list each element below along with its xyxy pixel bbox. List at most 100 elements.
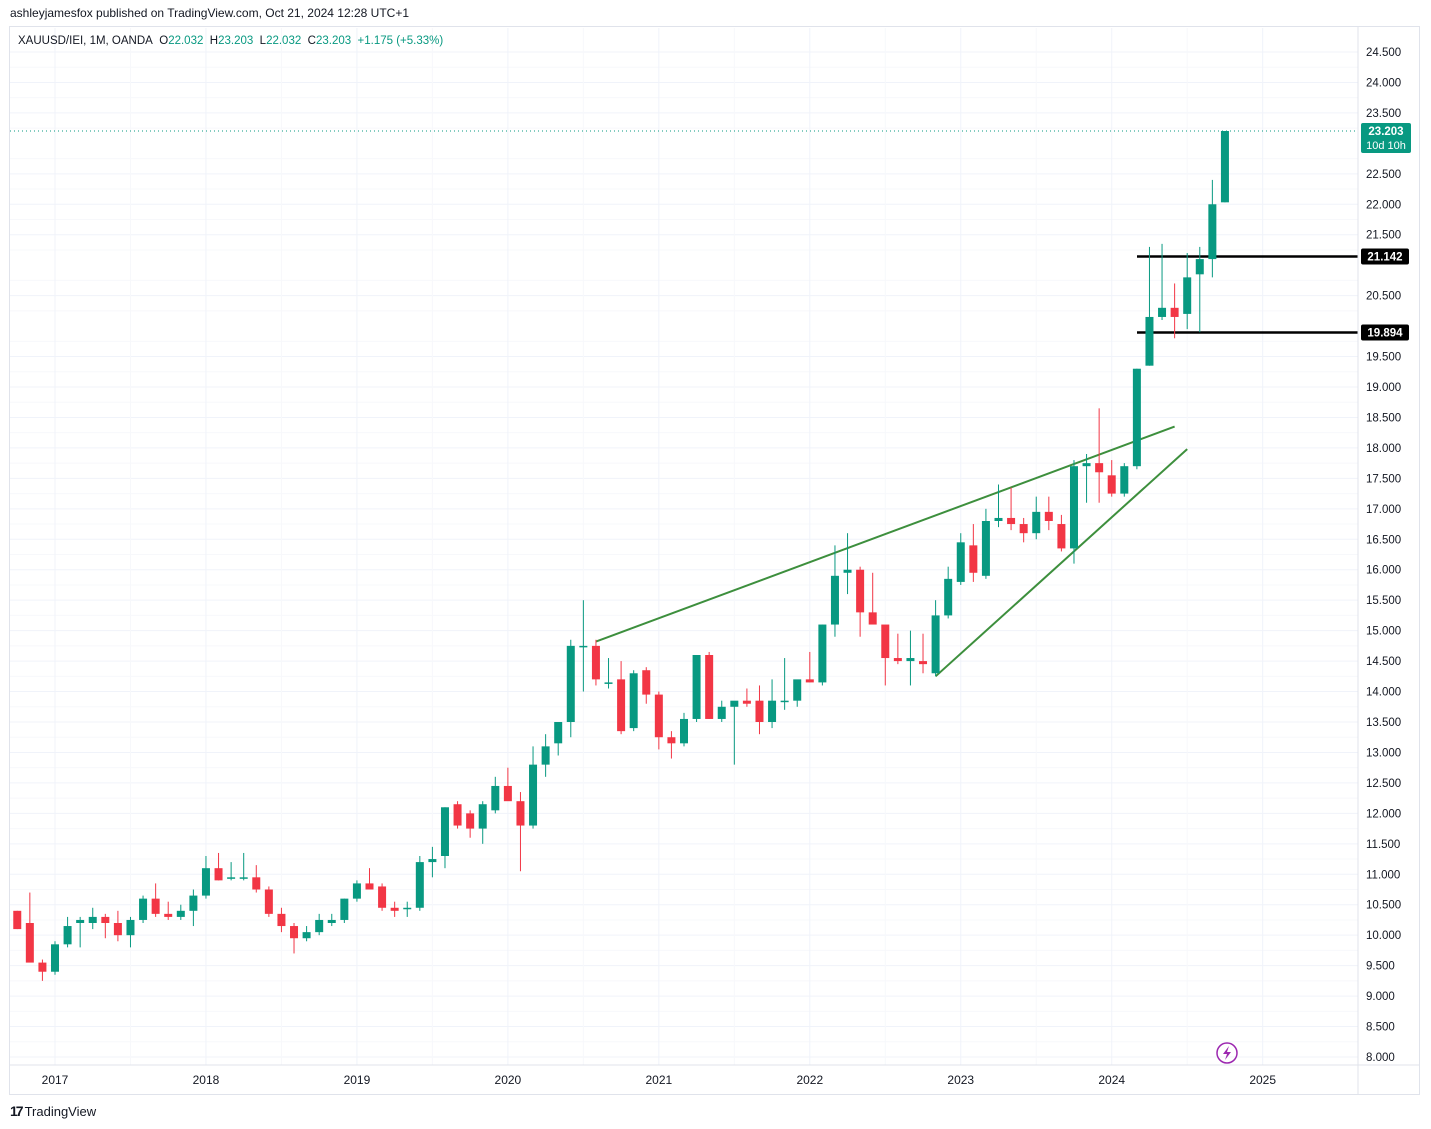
candle-body	[591, 645, 600, 680]
chart-frame	[9, 26, 1420, 1095]
close-value: 23.203	[315, 35, 352, 47]
candle-body	[969, 545, 978, 573]
candle-body	[705, 655, 714, 719]
candle-body	[780, 700, 789, 703]
tradingview-logo-icon: 17	[10, 1103, 24, 1119]
candle-body	[906, 658, 915, 662]
candle-body	[717, 706, 726, 719]
candle-body	[491, 785, 500, 811]
candle-body	[931, 615, 940, 674]
candle-body	[956, 542, 965, 582]
change-value: +1.175 (+5.33%)	[357, 35, 444, 47]
candle-body	[742, 700, 751, 704]
high-label: H	[209, 35, 219, 47]
symbol-label[interactable]: XAUUSD/IEI, 1M, OANDA	[18, 35, 153, 47]
candle-body	[1132, 368, 1141, 467]
price-tick-label: 18.500	[1366, 412, 1401, 424]
level-price-text: 19.894	[1367, 328, 1403, 340]
candle-body	[390, 907, 399, 911]
open-value: 22.032	[168, 35, 204, 47]
candle-body	[63, 926, 72, 945]
candle-body	[290, 926, 299, 939]
candle-body	[239, 877, 248, 879]
candle-body	[1158, 307, 1167, 317]
candle-body	[252, 877, 261, 890]
candle-body	[541, 746, 550, 765]
candle-body	[214, 868, 223, 881]
candle-body	[529, 764, 538, 826]
candle-body	[805, 679, 814, 683]
candle-body	[189, 895, 198, 911]
candle-body	[944, 578, 953, 616]
price-tick-label: 11.500	[1366, 839, 1400, 851]
lightning-icon[interactable]	[1216, 1042, 1238, 1064]
candle-body	[1208, 204, 1217, 260]
candle-body	[516, 801, 525, 826]
low-value: 22.032	[266, 35, 302, 47]
candle-body	[403, 907, 412, 910]
candle-body	[893, 658, 902, 662]
year-tick-label: 2022	[796, 1073, 823, 1087]
candle-body	[38, 962, 47, 972]
candle-body	[126, 919, 135, 936]
year-tick-label: 2023	[947, 1073, 974, 1087]
price-tick-label: 9.000	[1366, 991, 1395, 1003]
candle-body	[1057, 524, 1066, 549]
candle-body	[227, 877, 236, 879]
candle-body	[1195, 259, 1204, 275]
price-tick-label: 12.500	[1366, 778, 1401, 790]
level-price-text: 21.142	[1367, 252, 1402, 264]
price-tick-label: 23.500	[1366, 108, 1401, 120]
candle-body	[428, 859, 437, 863]
price-tick-label: 8.000	[1366, 1052, 1395, 1064]
candle-body	[793, 679, 802, 701]
candle-body	[264, 889, 273, 914]
price-tick-label: 24.500	[1366, 47, 1401, 59]
year-tick-label: 2018	[193, 1073, 220, 1087]
published-info: ashleyjamesfox published on TradingView.…	[10, 6, 410, 20]
year-tick-label: 2021	[645, 1073, 672, 1087]
candle-body	[667, 737, 676, 744]
candle-body	[340, 898, 349, 920]
candle-body	[1220, 130, 1229, 203]
candle-body	[25, 923, 34, 963]
tradingview-brand[interactable]: 17 TradingView	[10, 1103, 96, 1119]
candle-body	[1019, 524, 1028, 534]
candle-body	[692, 655, 701, 719]
candle-body	[378, 886, 387, 908]
last-price-text: 23.203	[1368, 126, 1403, 138]
candle-body	[642, 670, 651, 695]
candle-body	[1007, 517, 1016, 525]
price-tick-label: 9.500	[1366, 961, 1395, 973]
candle-body	[604, 682, 613, 684]
level-price-tag	[1361, 248, 1409, 265]
candle-body	[981, 521, 990, 576]
price-tick-label: 21.500	[1366, 230, 1401, 242]
candle-body	[1120, 466, 1129, 494]
symbol-legend: XAUUSD/IEI, 1M, OANDA O22.032 H23.203 L2…	[18, 35, 443, 47]
price-tick-label: 24.000	[1366, 77, 1401, 89]
candle-body	[352, 883, 361, 899]
price-tick-label: 22.500	[1366, 169, 1401, 181]
close-label: C	[307, 35, 316, 47]
candle-body	[654, 694, 663, 738]
axis-layer: 24.500 24.000 23.500 22.500 22.000 21.500 20.5…	[9, 27, 1420, 1094]
year-tick-label: 2024	[1098, 1073, 1125, 1087]
candle-body	[1183, 277, 1192, 314]
candle-body	[818, 624, 827, 683]
candle-body	[302, 932, 311, 939]
price-tick-label: 13.000	[1366, 747, 1401, 759]
price-label-layer: 21.142 19.894 23.203 10d 10h	[1361, 122, 1411, 341]
price-tick-label: 8.500	[1366, 1022, 1395, 1034]
price-tick-label: 17.000	[1366, 504, 1401, 516]
candle-body	[768, 700, 777, 722]
candle-body	[164, 913, 173, 917]
candle-body	[440, 807, 449, 856]
candle-body	[868, 612, 877, 625]
candle-body	[51, 944, 59, 972]
candle-body	[277, 913, 286, 927]
candle-body	[113, 923, 122, 936]
candle-body	[680, 718, 688, 744]
candle-body	[1069, 466, 1078, 549]
